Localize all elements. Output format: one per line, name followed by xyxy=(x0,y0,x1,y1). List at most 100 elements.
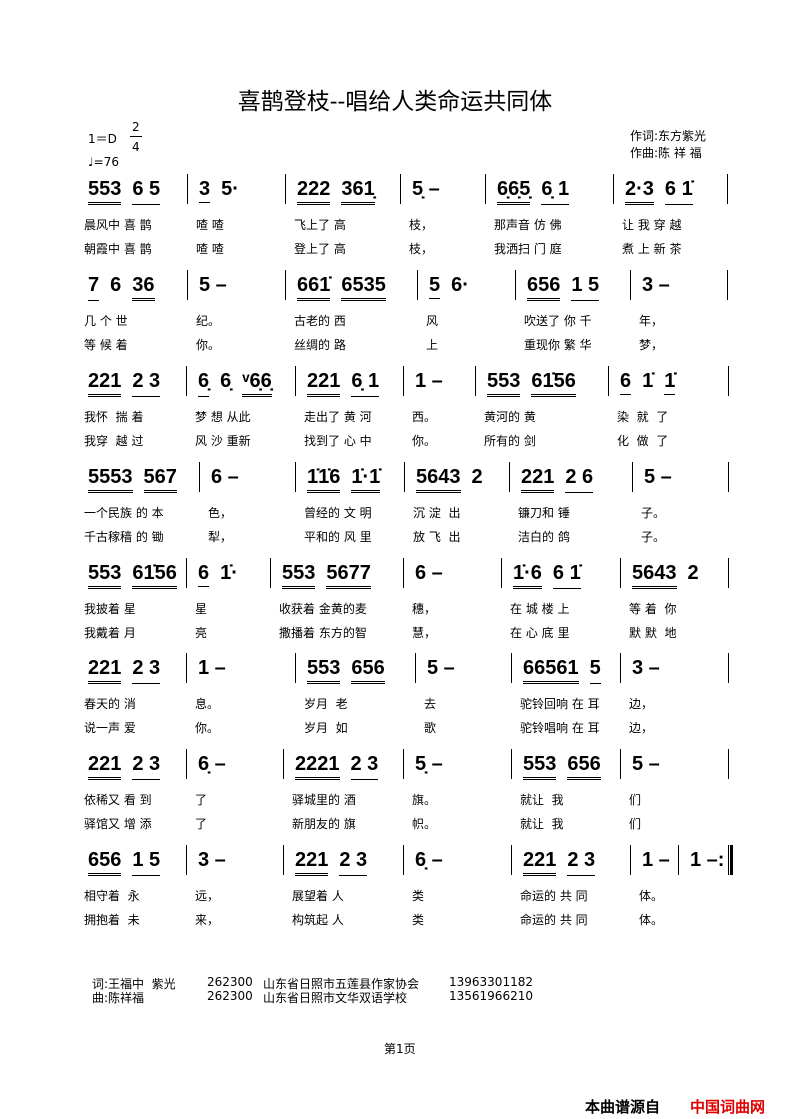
lyric-verse-2: 拥抱着 未 xyxy=(84,913,140,927)
measure-notes: 3 – xyxy=(632,657,660,681)
barline xyxy=(630,270,631,300)
note-group: 5 xyxy=(429,274,441,299)
lyric-verse-2: 洁白的 鸽 xyxy=(518,530,570,544)
measure-notes: 5 – xyxy=(632,753,660,777)
lyric-verse-2: 边， xyxy=(629,721,654,735)
note-group: 66561 xyxy=(523,657,579,684)
barline xyxy=(620,558,621,588)
barline xyxy=(485,174,486,204)
note-group: 6· xyxy=(451,274,469,296)
note-group: 1̇·6 xyxy=(513,562,542,589)
page-number: 第1页 xyxy=(384,1042,416,1056)
lyric-verse-2: 犁， xyxy=(208,530,233,544)
measure-notes: 2221 2 3 xyxy=(295,753,379,780)
measure-notes: 3 – xyxy=(642,274,670,298)
measure-notes: 6 – xyxy=(415,562,443,586)
lyric-verse-1: 喳 喳 xyxy=(196,218,224,232)
note-group: 5· xyxy=(221,178,239,200)
note-group: 1 5 xyxy=(132,849,161,876)
lyric-verse-2: 丝绸的 路 xyxy=(294,338,346,352)
footer-org: 山东省日照市五莲县作家协会 xyxy=(263,977,420,991)
lyric-verse-2: 煮 上 新 茶 xyxy=(622,242,682,256)
barline xyxy=(475,366,476,396)
lyric-verse-1: 驿城里的 酒 xyxy=(292,793,356,807)
lyric-verse-2: 们 xyxy=(629,817,642,831)
measure-notes: 1 – xyxy=(198,657,226,681)
measure-notes: 5 6· xyxy=(429,274,469,299)
lyric-verse-2: 登上了 高 xyxy=(294,242,346,256)
key-signature: 1＝D xyxy=(88,132,117,146)
barline xyxy=(186,558,187,588)
note-group: 5643 xyxy=(416,466,461,493)
measure-notes: 221 2 3 xyxy=(295,849,368,876)
note-group: 6 xyxy=(620,370,632,395)
note-group: 6 xyxy=(198,562,210,587)
note-group: 1̇·1̇ xyxy=(351,466,381,493)
note-group: ᵛ6̣6̣ xyxy=(242,370,272,397)
measure-notes: 222 361̣ xyxy=(297,178,375,205)
barline xyxy=(283,845,284,875)
barline xyxy=(186,845,187,875)
lyric-verse-1: 类 xyxy=(412,889,425,903)
barline xyxy=(501,558,502,588)
measure-notes: 7 6 36 xyxy=(88,274,155,301)
lyric-verse-1: 我披着 星 xyxy=(84,602,136,616)
note-group: 61̇56 xyxy=(132,562,177,589)
lyric-verse-1: 那声音 仿 佛 xyxy=(494,218,562,232)
note-group: 2 3 xyxy=(339,849,368,876)
barline xyxy=(728,462,729,492)
measure-notes: 5 – xyxy=(644,466,672,490)
note-group: 553 xyxy=(487,370,521,397)
barline xyxy=(403,845,404,875)
barline xyxy=(678,845,679,875)
lyric-verse-2: 驿馆又 增 添 xyxy=(84,817,152,831)
measure-notes: 6̣ – xyxy=(198,753,226,777)
note-group: 1 5 xyxy=(571,274,600,301)
measure-notes: 5̣ – xyxy=(412,178,440,202)
note-group: 6 1̇ xyxy=(664,178,693,205)
lyric-verse-1: 依稀又 看 到 xyxy=(84,793,152,807)
note-group: 656 xyxy=(351,657,385,684)
measure-notes: 6̣6̣5̣ 6̣ 1 xyxy=(497,178,570,205)
lyric-verse-1: 色， xyxy=(208,506,233,520)
measure-notes: 3 – xyxy=(198,849,226,873)
barline xyxy=(620,749,621,779)
lyric-verse-2: 上 xyxy=(426,338,439,352)
barline xyxy=(187,270,188,300)
barline xyxy=(728,845,729,875)
lyric-verse-1: 曾经的 文 明 xyxy=(304,506,372,520)
source-site-link[interactable]: 中国词曲网 xyxy=(690,1098,766,1116)
note-group: 6 – xyxy=(415,562,443,584)
lyric-verse-1: 梦 想 从此 xyxy=(195,410,251,424)
final-barline xyxy=(730,845,733,875)
lyric-verse-2: 你。 xyxy=(195,721,220,735)
measure-notes: 656 1 5 xyxy=(88,849,161,876)
barline xyxy=(509,462,510,492)
note-group: 5553 xyxy=(88,466,133,493)
barline xyxy=(400,174,401,204)
barline xyxy=(511,845,512,875)
lyric-verse-1: 展望着 人 xyxy=(292,889,344,903)
lyric-verse-1: 吹送了 你 千 xyxy=(524,314,592,328)
lyric-verse-1: 让 我 穿 越 xyxy=(622,218,682,232)
note-group: 361̣ xyxy=(341,178,375,205)
lyric-verse-1: 我怀 揣 着 xyxy=(84,410,144,424)
note-group: 6̣ xyxy=(220,370,232,392)
lyric-verse-1: 在 城 楼 上 xyxy=(510,602,570,616)
measure-notes: 5̣ – xyxy=(415,753,443,777)
measure-notes: 1 – xyxy=(642,849,670,873)
measure-notes: 66561 5 xyxy=(523,657,601,684)
barline xyxy=(186,366,187,396)
measure-notes: 553 6 5 xyxy=(88,178,161,205)
measure-notes: 221 2 3 xyxy=(523,849,596,876)
measure-notes: 5643 2 xyxy=(632,562,699,589)
note-group: 567 xyxy=(143,466,177,493)
lyric-verse-2: 朝霞中 喜 鹊 xyxy=(84,242,152,256)
lyric-verse-2: 慧， xyxy=(412,626,437,640)
measure-notes: 553 61̇56 xyxy=(88,562,177,589)
composer-credit: 作曲:陈 祥 福 xyxy=(630,146,702,160)
note-group: 6 – xyxy=(211,466,239,488)
lyric-verse-2: 类 xyxy=(412,913,425,927)
lyric-verse-2: 你。 xyxy=(412,434,437,448)
barline xyxy=(728,653,729,683)
